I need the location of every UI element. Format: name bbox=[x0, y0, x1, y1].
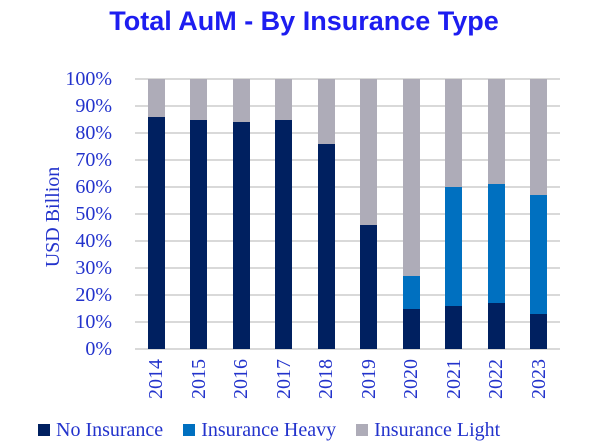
bar-segment-insurance_light bbox=[487, 79, 505, 185]
y-tick-label: 40% bbox=[75, 230, 112, 252]
bar-segment-insurance_light bbox=[445, 79, 463, 188]
bar-2016 bbox=[232, 79, 250, 349]
bar-segment-no_insurance bbox=[232, 122, 250, 349]
bar-segment-no_insurance bbox=[190, 119, 208, 349]
x-tick-label: 2023 bbox=[527, 359, 550, 399]
y-tick-label: 80% bbox=[75, 122, 112, 144]
bar-segment-insurance_light bbox=[317, 79, 335, 144]
bar-2014 bbox=[147, 79, 165, 349]
bar-segment-insurance_light bbox=[530, 79, 548, 196]
bar-segment-no_insurance bbox=[530, 313, 548, 349]
chart-title: Total AuM - By Insurance Type bbox=[109, 6, 499, 36]
bar-segment-insurance_heavy bbox=[445, 187, 463, 306]
bar-segment-insurance_heavy bbox=[530, 195, 548, 314]
x-tick-label: 2017 bbox=[272, 359, 295, 399]
gridline bbox=[135, 186, 560, 188]
bar-segment-insurance_light bbox=[360, 79, 378, 225]
legend-swatch-no_insurance bbox=[38, 424, 50, 436]
gridline bbox=[135, 132, 560, 134]
bar-segment-no_insurance bbox=[275, 119, 293, 349]
bar-2022 bbox=[487, 79, 505, 349]
gridline bbox=[135, 294, 560, 296]
gridline bbox=[135, 267, 560, 269]
bar-segment-no_insurance bbox=[317, 143, 335, 349]
bar-2018 bbox=[317, 79, 335, 349]
bar-2017 bbox=[275, 79, 293, 349]
bar-segment-insurance_light bbox=[190, 79, 208, 120]
y-tick-label: 0% bbox=[85, 338, 112, 360]
gridline bbox=[135, 213, 560, 215]
gridline bbox=[135, 159, 560, 161]
legend-label: No Insurance bbox=[56, 419, 164, 441]
x-tick-label: 2021 bbox=[442, 359, 465, 399]
y-tick-label: 30% bbox=[75, 257, 112, 279]
x-tick-label: 2019 bbox=[357, 359, 380, 399]
gridline bbox=[135, 348, 560, 350]
legend-item: No Insurance bbox=[38, 419, 163, 441]
gridline bbox=[135, 240, 560, 242]
x-tick-label: 2016 bbox=[230, 359, 253, 399]
y-tick-label: 50% bbox=[75, 203, 112, 225]
bar-segment-no_insurance bbox=[487, 303, 505, 349]
y-tick-label: 20% bbox=[75, 284, 112, 306]
x-tick-label: 2015 bbox=[187, 359, 210, 399]
bar-segment-insurance_light bbox=[275, 79, 293, 120]
y-tick-label: 90% bbox=[75, 95, 112, 117]
chart-legend: No Insurance Insurance Heavy Insurance Lig… bbox=[38, 417, 500, 443]
bar-segment-no_insurance bbox=[445, 305, 463, 349]
bar-segment-insurance_heavy bbox=[402, 276, 420, 309]
legend-label: Insurance Heavy bbox=[201, 419, 337, 441]
bar-segment-insurance_heavy bbox=[487, 184, 505, 304]
legend-swatch-insurance_heavy bbox=[183, 424, 196, 436]
gridline bbox=[135, 78, 560, 80]
y-tick-label: 10% bbox=[75, 311, 112, 333]
bar-2023 bbox=[530, 79, 548, 349]
y-tick-label: 70% bbox=[75, 149, 112, 171]
bar-2015 bbox=[190, 79, 208, 349]
y-tick-label: 60% bbox=[75, 176, 112, 198]
bar-segment-insurance_light bbox=[147, 79, 165, 117]
bar-segment-no_insurance bbox=[402, 308, 420, 349]
legend-item: Insurance Heavy bbox=[183, 419, 336, 441]
bar-segment-insurance_light bbox=[232, 79, 250, 123]
legend-label: Insurance Light bbox=[374, 419, 501, 441]
legend-item: Insurance Light bbox=[356, 419, 500, 441]
x-tick-label: 2018 bbox=[315, 359, 338, 399]
bar-segment-no_insurance bbox=[147, 116, 165, 349]
x-tick-label: 2014 bbox=[145, 359, 168, 399]
plot-area bbox=[135, 78, 560, 350]
bar-2019 bbox=[360, 79, 378, 349]
gridline bbox=[135, 105, 560, 107]
bar-segment-insurance_light bbox=[402, 79, 420, 277]
bar-2020 bbox=[402, 79, 420, 349]
bar-segment-no_insurance bbox=[360, 224, 378, 349]
x-tick-label: 2022 bbox=[485, 359, 508, 399]
bar-2021 bbox=[445, 79, 463, 349]
legend-swatch-insurance_light bbox=[356, 424, 369, 436]
x-tick-label: 2020 bbox=[400, 359, 423, 399]
gridline bbox=[135, 321, 560, 323]
y-tick-label: 100% bbox=[65, 68, 112, 90]
